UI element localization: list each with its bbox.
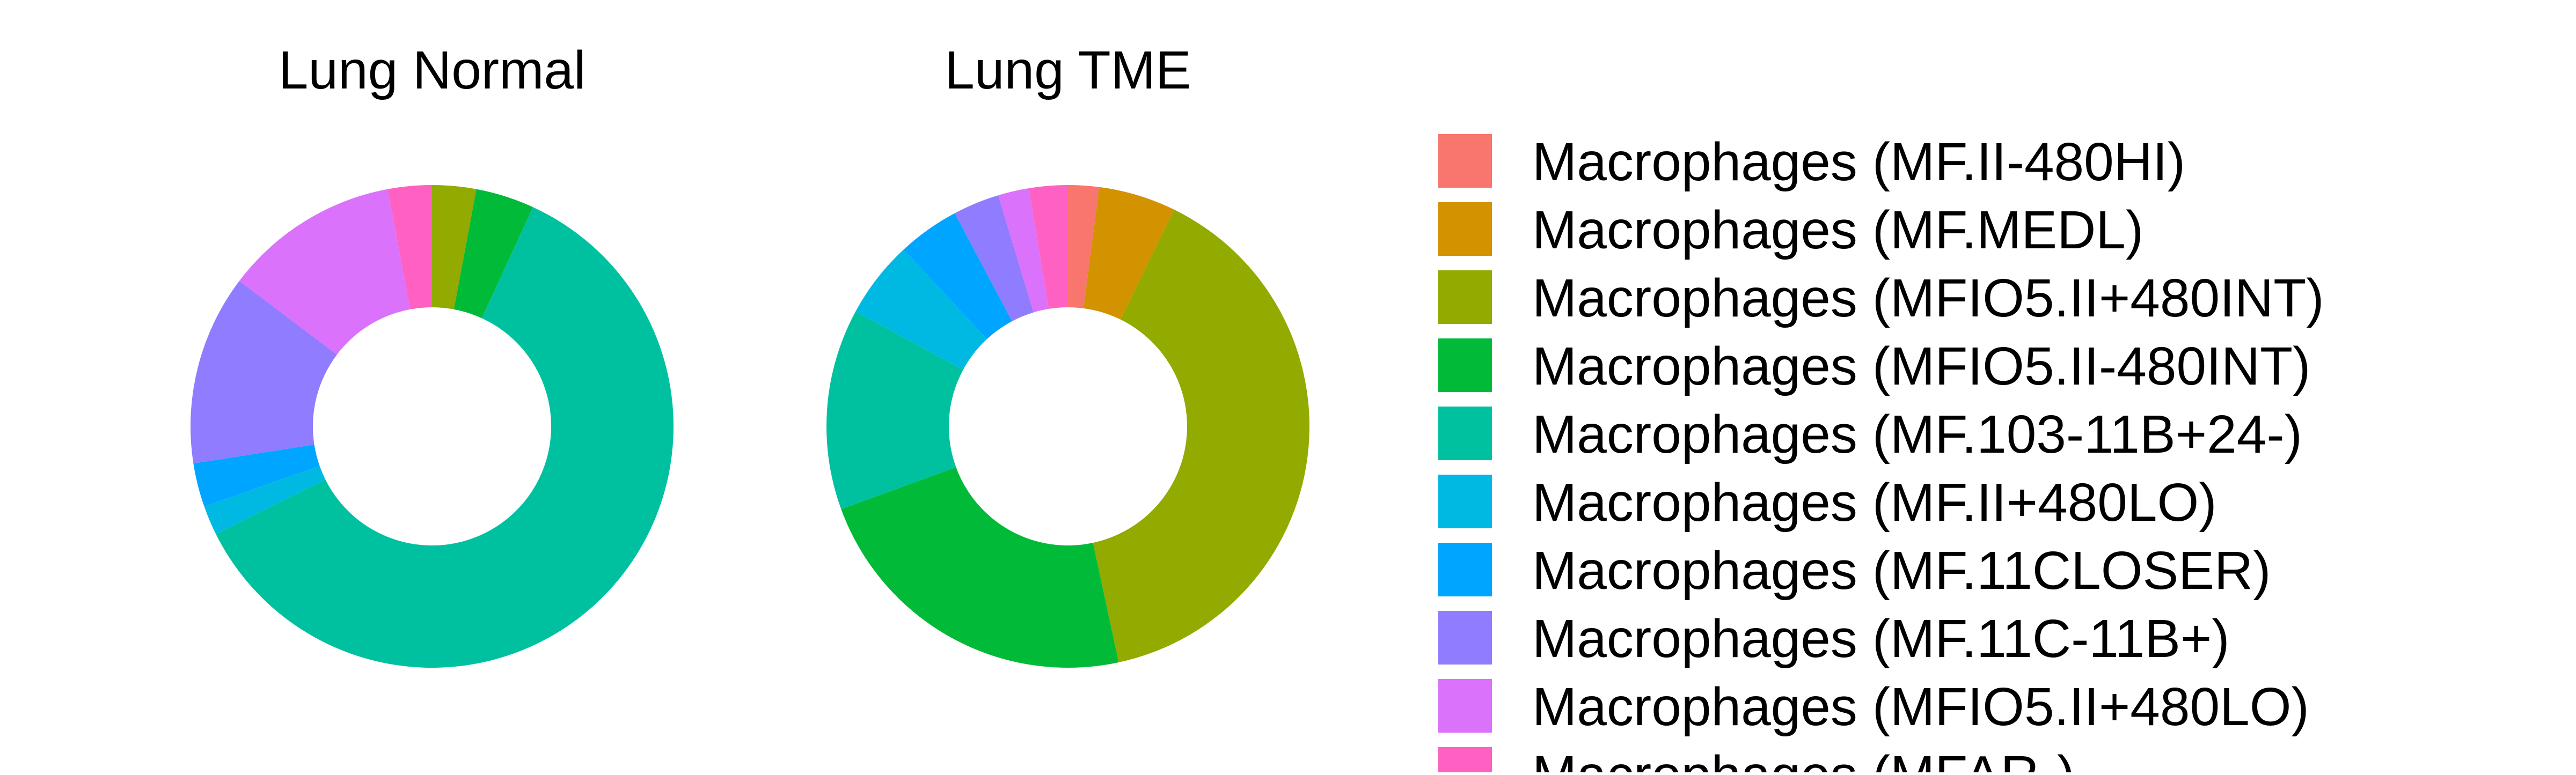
slice-macrophages-mfar — [1029, 185, 1068, 309]
slice-macrophages-mf-medl — [1083, 187, 1175, 320]
legend-label: Macrophages (MFIO5.II+480INT) — [1532, 268, 2324, 328]
legend-label: Macrophages (MF.MEDL) — [1532, 200, 2143, 260]
legend-swatch — [1438, 202, 1492, 256]
legend-label: Macrophages (MF.II-480HI) — [1532, 132, 2185, 192]
donut-panel-lung-tme: Lung TME — [826, 40, 1310, 668]
panel-title: Lung Normal — [279, 40, 586, 100]
legend-label: Macrophages (MFAR-) — [1532, 745, 2075, 772]
slice-macrophages-mf-ii-480lo — [855, 249, 987, 370]
legend-item: Macrophages (MF.MEDL) — [1438, 200, 2143, 260]
legend-swatch — [1438, 338, 1492, 392]
slice-macrophages-mf-11c-11b — [954, 195, 1034, 321]
legend-swatch — [1438, 270, 1492, 324]
slice-macrophages-mf-103-11b-24 — [826, 311, 963, 510]
legend-swatch — [1438, 134, 1492, 188]
legend-item: Macrophages (MFIO5.II+480INT) — [1438, 268, 2324, 328]
legend-label: Macrophages (MFIO5.II+480LO) — [1532, 677, 2309, 737]
panel-title: Lung TME — [945, 40, 1191, 100]
slice-macrophages-mf-11closer — [903, 213, 1012, 339]
donut-panel-lung-normal: Lung Normal — [191, 40, 674, 668]
slice-macrophages-mf-11c-11b — [191, 281, 337, 464]
legend-item: Macrophages (MFIO5.II+480LO) — [1438, 677, 2309, 737]
slice-macrophages-mfio5-ii-480int — [432, 185, 477, 309]
slice-macrophages-mf-ii-480lo — [204, 466, 326, 534]
legend-label: Macrophages (MF.103-11B+24-) — [1532, 404, 2302, 464]
legend: Macrophages (MF.II-480HI) Macrophages (MF… — [1438, 132, 2324, 775]
slice-macrophages-mf-ii-480hi — [1068, 185, 1100, 308]
legend-swatch — [1438, 747, 1492, 775]
slice-macrophages-mfio5-ii-480int — [1093, 209, 1310, 662]
legend-label: Macrophages (MF.11C-11B+) — [1532, 609, 2230, 669]
legend-item: Macrophages (MF.11C-11B+) — [1438, 609, 2230, 669]
legend-label: Macrophages (MF.II+480LO) — [1532, 473, 2217, 533]
slice-macrophages-mfio5-ii-480lo — [239, 189, 411, 355]
legend-swatch — [1438, 407, 1492, 460]
panels-layer: Lung Normal Lung TME — [191, 40, 1310, 668]
legend-swatch — [1438, 679, 1492, 733]
legend-item: Macrophages (MFIO5.II-480INT) — [1438, 336, 2310, 396]
slice-macrophages-mf-103-11b-24 — [216, 207, 674, 668]
legend-swatch — [1438, 543, 1492, 596]
legend-swatch — [1438, 611, 1492, 665]
slice-macrophages-mfar — [387, 185, 432, 309]
legend-label: Macrophages (MFIO5.II-480INT) — [1532, 336, 2310, 396]
legend-item: Macrophages (MFAR-) — [1438, 745, 2075, 775]
slice-macrophages-mfio5-ii-480int — [841, 467, 1119, 668]
legend-label: Macrophages (MF.11CLOSER) — [1532, 541, 2271, 601]
slice-macrophages-mfio5-ii-480int — [453, 189, 533, 319]
legend-item: Macrophages (MF.11CLOSER) — [1438, 541, 2271, 601]
slice-macrophages-mfio5-ii-480lo — [998, 188, 1049, 313]
legend-item: Macrophages (MF.103-11B+24-) — [1438, 404, 2302, 464]
legend-swatch — [1438, 475, 1492, 528]
legend-item: Macrophages (MF.II-480HI) — [1438, 132, 2185, 192]
slice-macrophages-mf-11closer — [193, 445, 320, 507]
legend-item: Macrophages (MF.II+480LO) — [1438, 473, 2217, 533]
